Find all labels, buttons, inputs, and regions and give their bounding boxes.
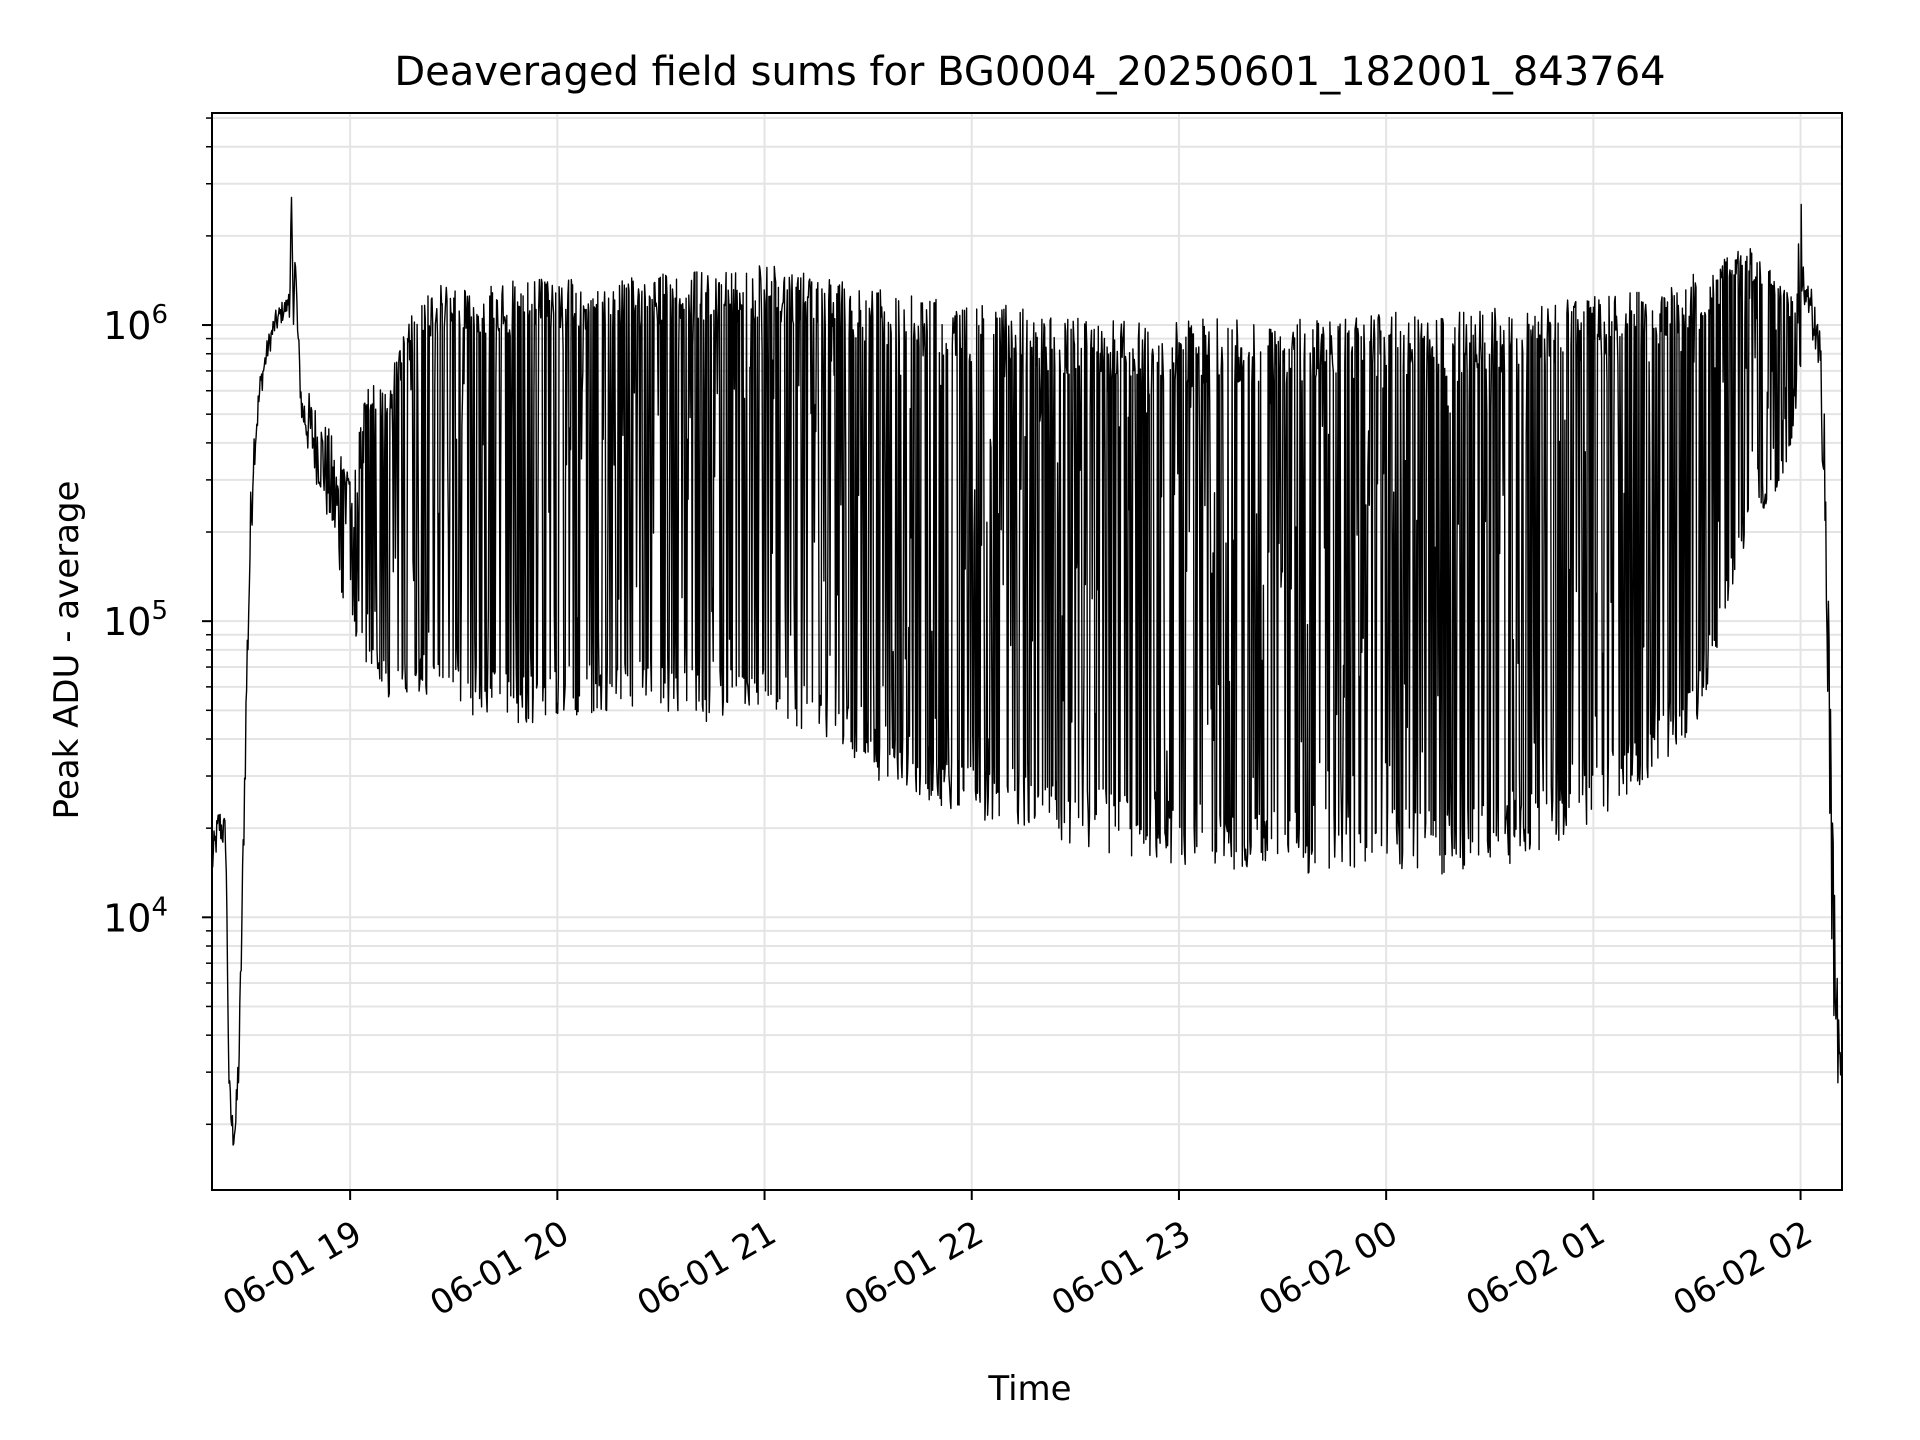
- series-group: [211, 196, 1843, 1146]
- y-tick-label: 106: [103, 300, 168, 348]
- x-axis-label: Time: [987, 1369, 1071, 1409]
- y-tick-base: 10: [103, 304, 151, 348]
- y-tick-label: 105: [103, 596, 168, 644]
- chart-title: Deaveraged field sums for BG0004_2025060…: [394, 49, 1665, 95]
- y-tick-base: 10: [103, 896, 151, 940]
- series-line: [211, 196, 1843, 1146]
- plot-frame: [211, 112, 1843, 1191]
- y-tick-exponent: 6: [151, 300, 168, 330]
- y-tick-base: 10: [103, 600, 151, 644]
- y-tick-exponent: 4: [151, 892, 168, 922]
- y-axis-label: Peak ADU - average: [47, 481, 87, 820]
- y-tick-exponent: 5: [151, 596, 168, 626]
- y-tick-label: 104: [103, 892, 168, 940]
